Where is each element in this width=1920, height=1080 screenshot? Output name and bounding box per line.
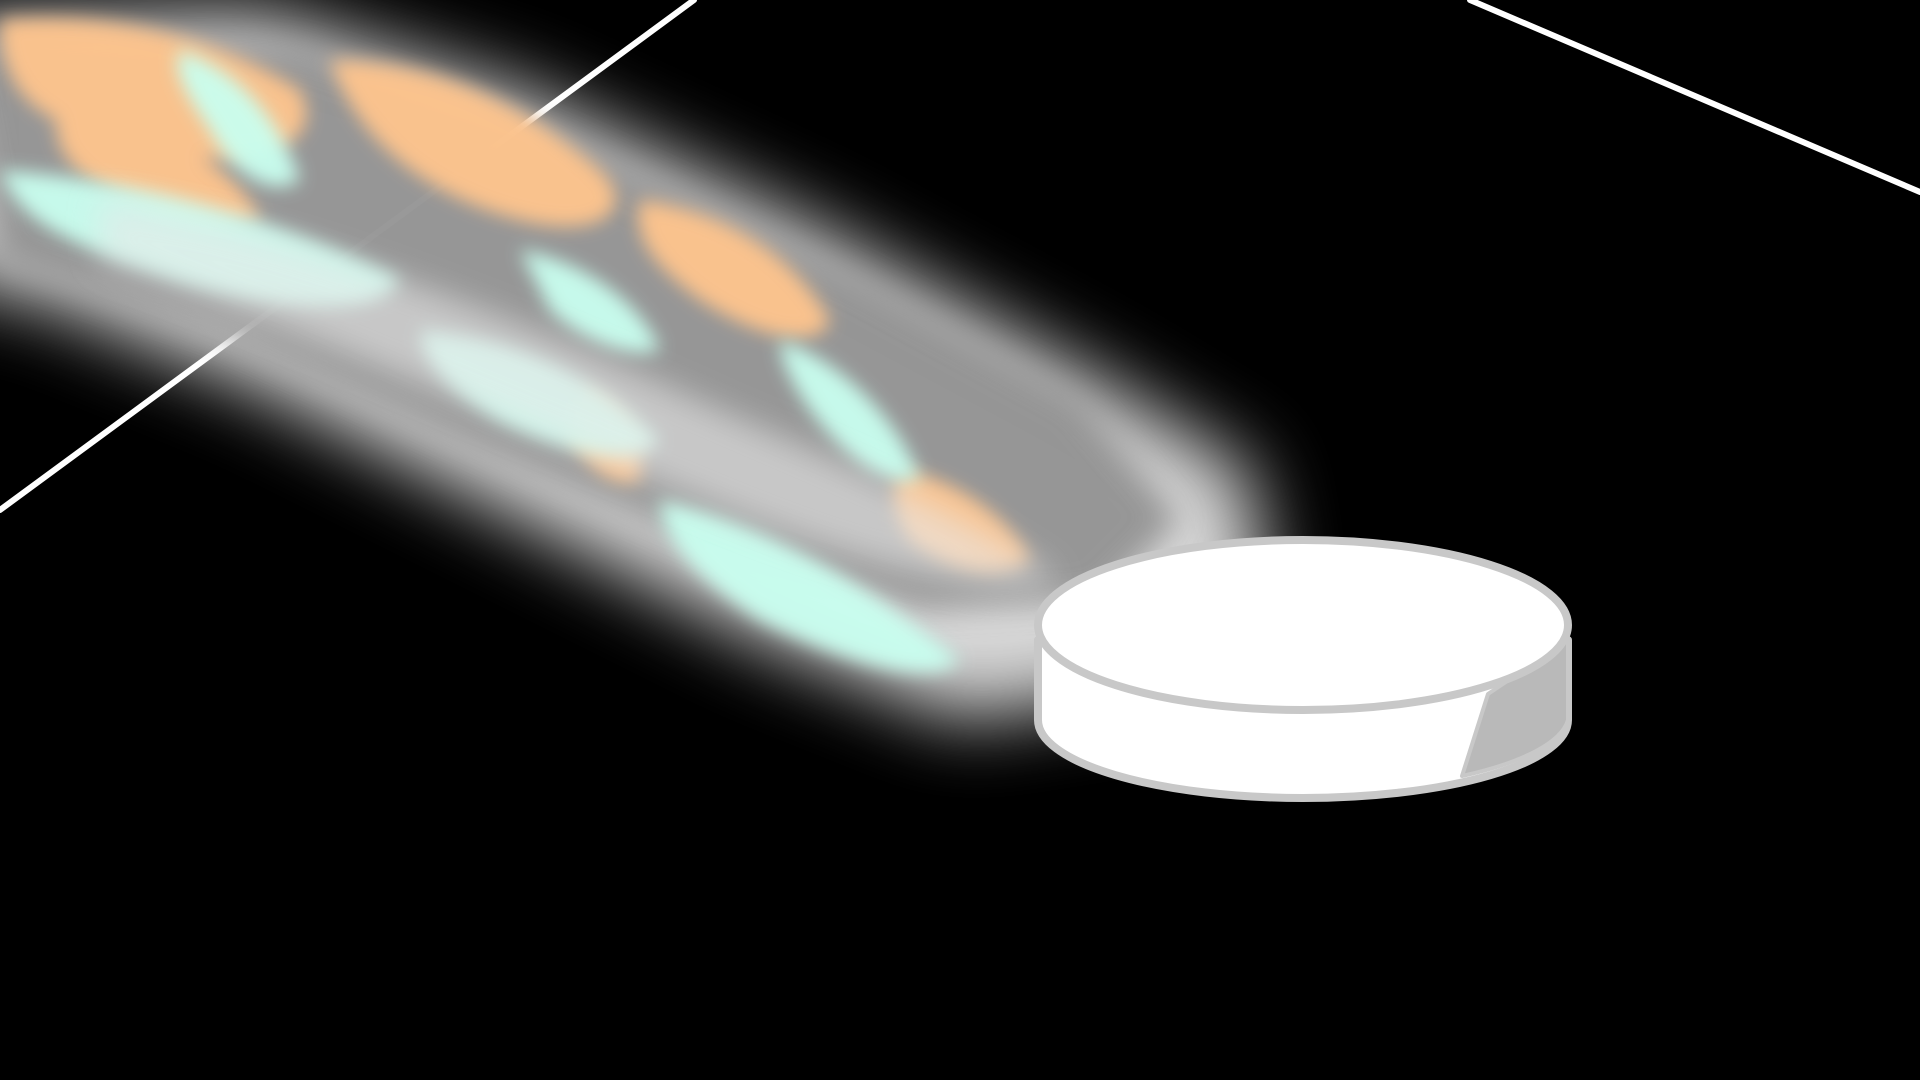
motion-trail — [0, 10, 1270, 720]
rink-line-right — [1467, 0, 1920, 195]
puck-top — [1034, 536, 1572, 714]
hockey-puck — [1034, 536, 1572, 802]
trail-core — [100, 200, 1060, 586]
puck-side-shade — [1460, 638, 1570, 778]
